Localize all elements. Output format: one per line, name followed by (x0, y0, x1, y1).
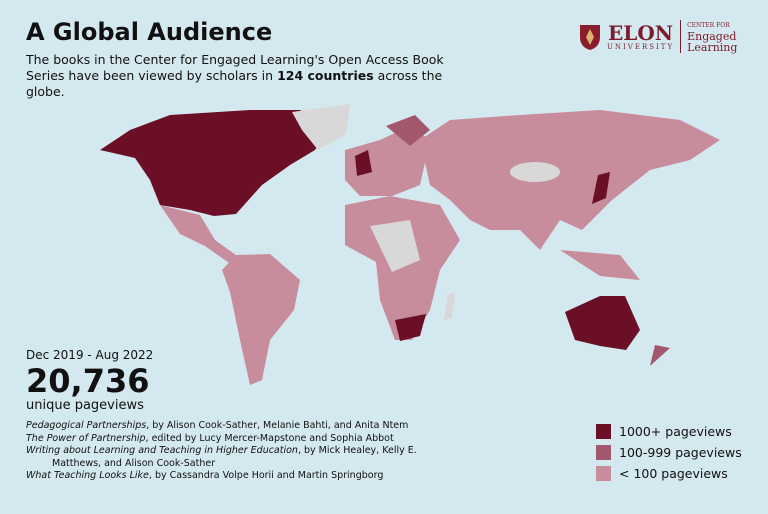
logo-name-block: ELON UNIVERSITY (607, 23, 674, 51)
logo-center-line: Learning (687, 41, 738, 54)
subtitle-text: across the globe. (26, 68, 443, 99)
madagascar (444, 292, 455, 320)
logo-center-line: Engaged (687, 30, 737, 43)
reference-title: What Teaching Looks Like (26, 470, 149, 481)
logo-center: CENTER FOR Engaged Learning (680, 20, 737, 53)
period: Dec 2019 - Aug 2022 (26, 348, 154, 362)
legend-item: < 100 pageviews (596, 466, 742, 481)
africa (345, 196, 460, 340)
subtitle: The books in the Center for Engaged Lear… (26, 52, 476, 100)
reference-title: Writing about Learning and Teaching in H… (26, 445, 298, 456)
uk (355, 150, 372, 176)
reference-title: Pedagogical Partnerships (26, 420, 147, 431)
mongolia (510, 162, 560, 182)
scandinavia (386, 115, 430, 146)
southeast-asia (560, 250, 640, 280)
reference-title: The Power of Partnership (26, 432, 146, 444)
legend-label: 1000+ pageviews (619, 424, 732, 439)
legend-label: 100-999 pageviews (619, 445, 742, 460)
greenland (292, 104, 350, 150)
legend-item: 1000+ pageviews (596, 424, 742, 439)
subtitle-text: The books in the Center for Engaged Lear… (26, 52, 444, 83)
south-america (222, 254, 300, 385)
total: 20,736 (26, 362, 150, 400)
title: A Global Audience (26, 18, 273, 46)
legend-swatch (596, 466, 611, 481)
subtitle-highlight: 124 countries (277, 68, 374, 83)
reference: Writing about Learning and Teaching in H… (26, 445, 466, 470)
reference-rest: , by Mick Healey, Kelly E. Matthews, and… (52, 445, 417, 469)
australia (565, 296, 640, 350)
reference: What Teaching Looks Like, by Cassandra V… (26, 470, 466, 483)
reference-rest: , by Cassandra Volpe Horii and Martin Sp… (148, 470, 384, 481)
reference: Pedagogical Partnerships, by Alison Cook… (26, 420, 466, 433)
references: Pedagogical Partnerships, by Alison Cook… (26, 420, 466, 483)
logo-center-top: CENTER FOR (687, 22, 730, 29)
reference-rest: , by Alison Cook-Sather, Melanie Bahti, … (146, 420, 409, 431)
south-africa (395, 314, 426, 341)
legend-item: 100-999 pageviews (596, 445, 742, 460)
asia (420, 110, 720, 250)
legend-swatch (596, 445, 611, 460)
logo: ELON UNIVERSITY CENTER FOR Engaged Learn… (578, 20, 737, 53)
legend-swatch (596, 424, 611, 439)
logo-shield (580, 24, 600, 50)
logo-name: ELON (608, 20, 674, 45)
total-label: unique pageviews (26, 398, 144, 413)
central-africa (370, 220, 420, 272)
legend: 1000+ pageviews 100-999 pageviews < 100 pa… (596, 424, 742, 487)
north-america (100, 110, 330, 216)
new-zealand (650, 345, 670, 366)
reference-rest: , edited by Lucy Mercer-Mapstone and Sop… (145, 432, 394, 444)
japan (592, 172, 610, 204)
logo-sub: UNIVERSITY (607, 42, 675, 51)
central-america (160, 205, 240, 265)
reference: The Power of Partnership, edited by Lucy… (26, 433, 466, 446)
legend-label: < 100 pageviews (619, 466, 728, 481)
